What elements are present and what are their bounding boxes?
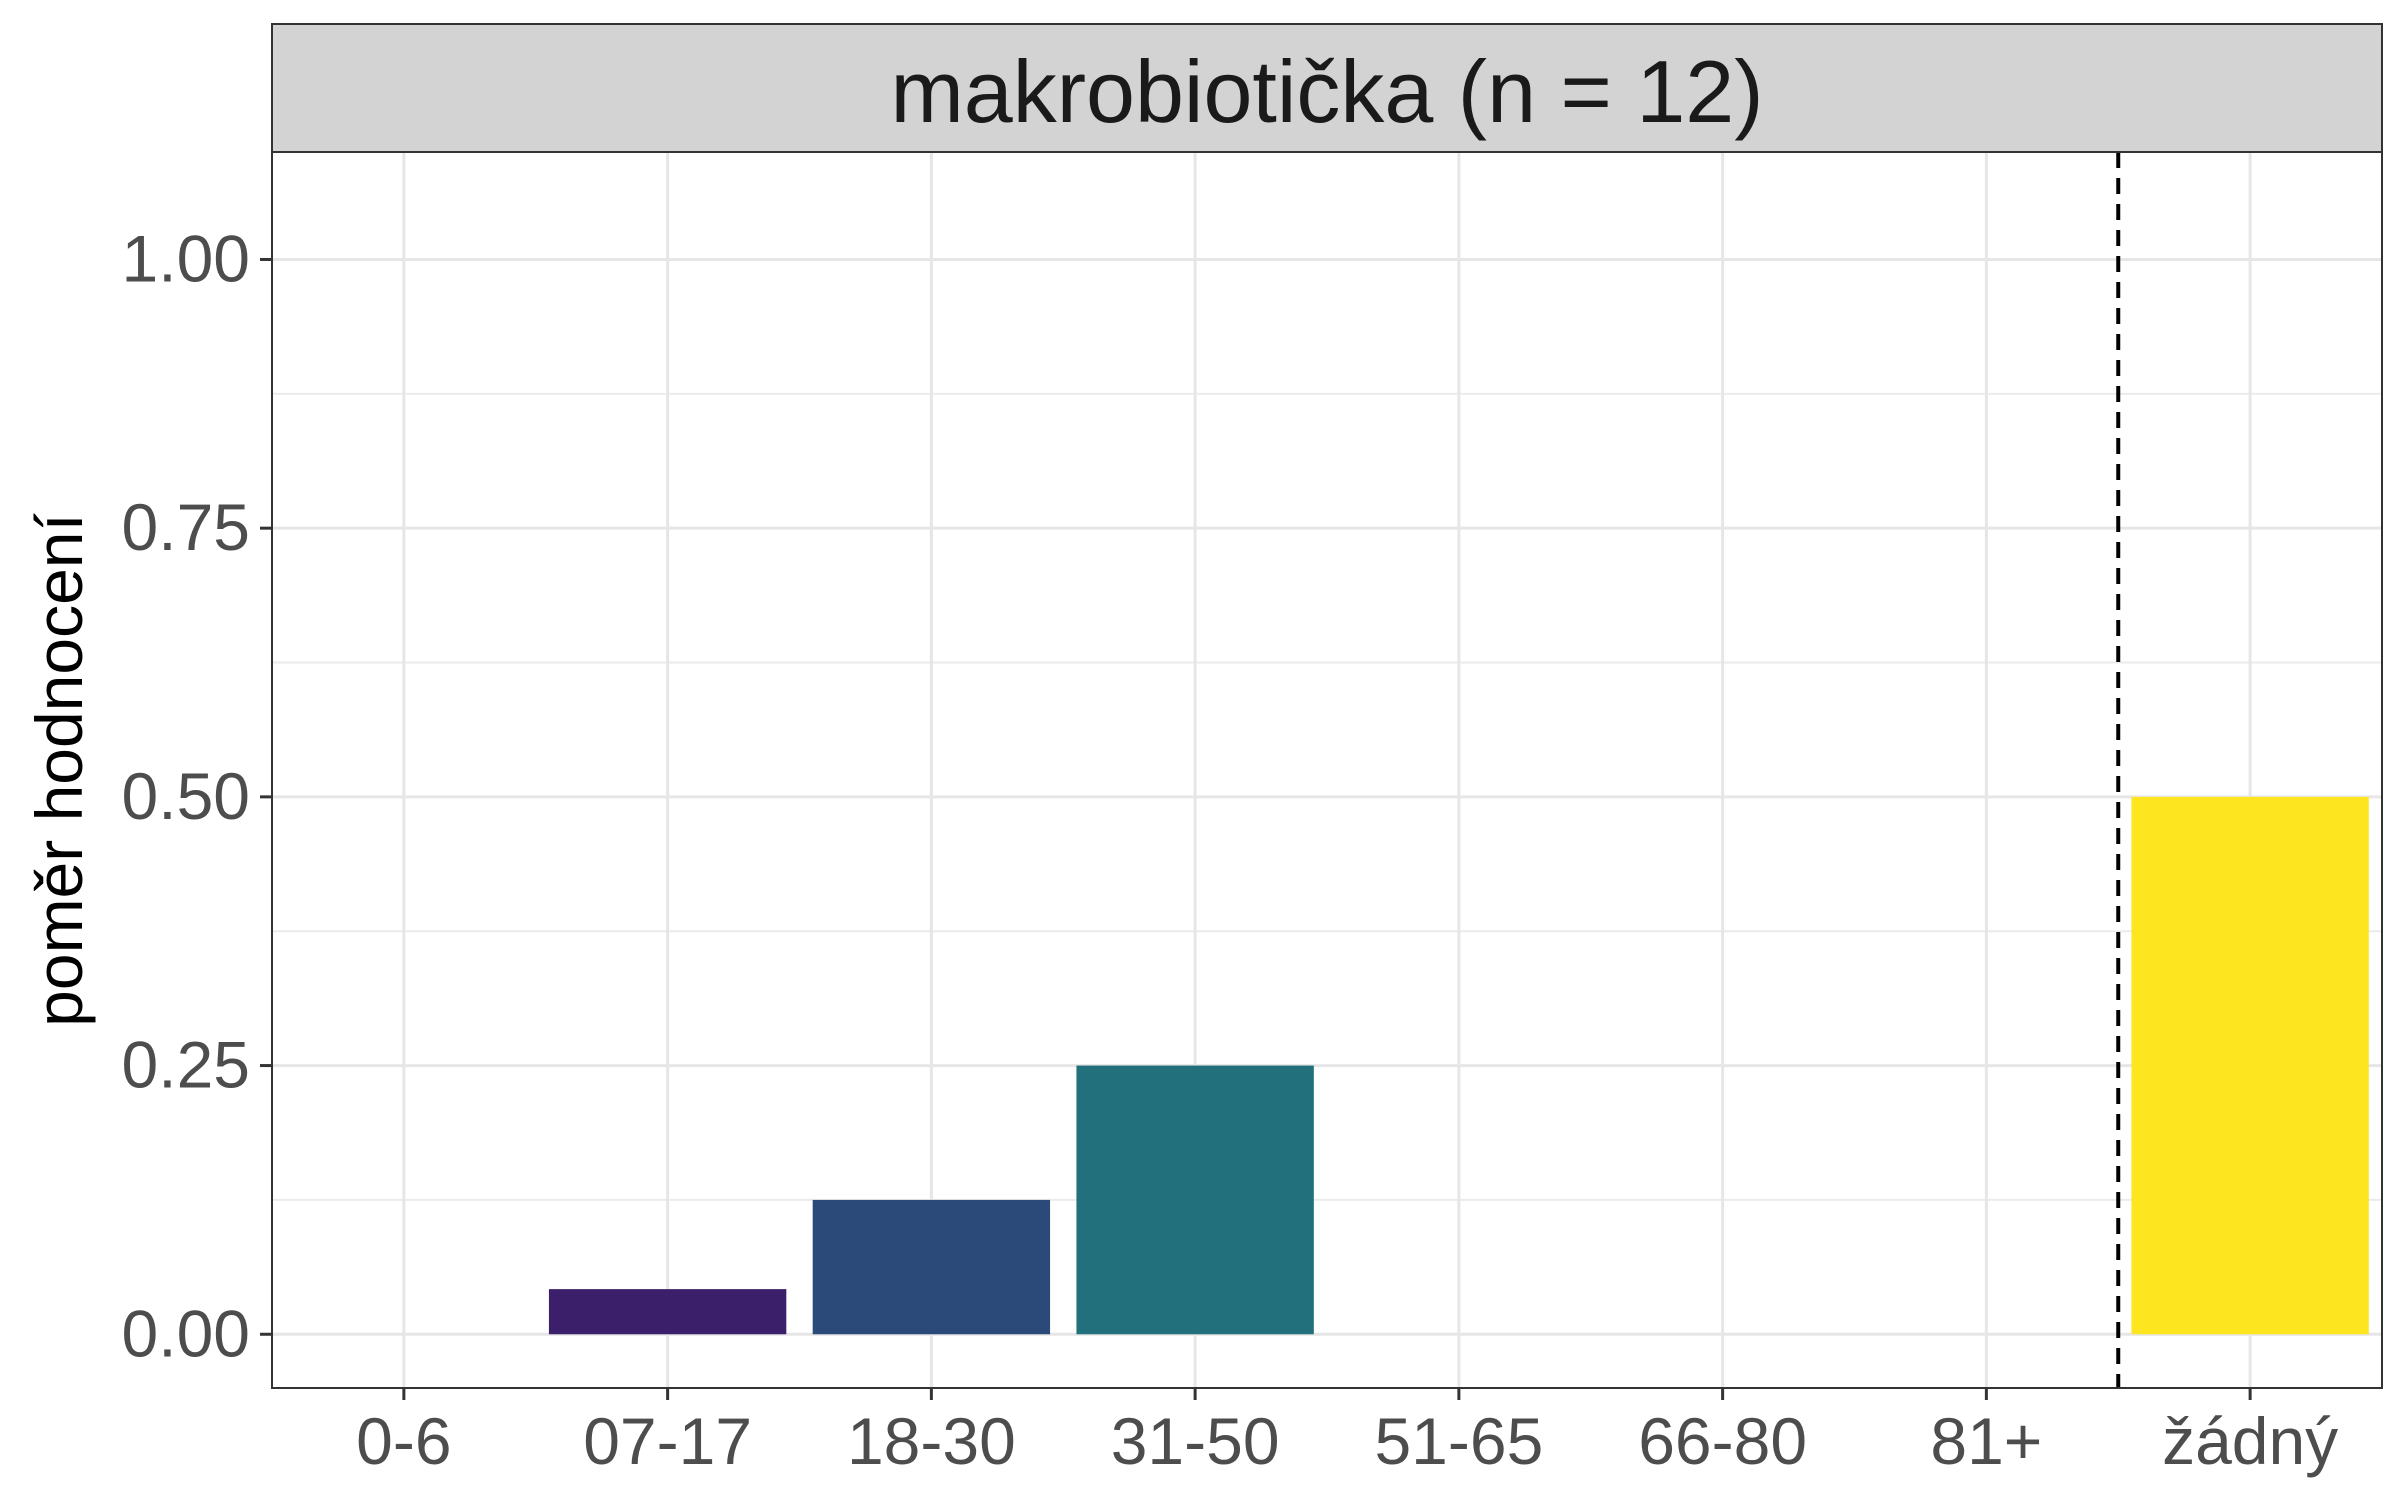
bar-18-30 [812,1199,1051,1335]
plot-panel-border [271,151,2383,1389]
y-tick-label: 0.50 [122,759,250,833]
x-axis-ticks: 0-6 07-17 18-30 31-50 51-65 66-80 81+ žádný [356,1388,2338,1478]
bars [548,796,2369,1335]
x-tick-label: 81+ [1930,1404,2042,1478]
bar-žádný [2131,796,2369,1335]
bar-31-50 [1076,1065,1314,1335]
x-tick-label: 51-65 [1374,1404,1543,1478]
x-tick-label: žádný [2162,1404,2338,1478]
strip-header-background [271,23,2383,153]
x-tick-label: 31-50 [1111,1404,1280,1478]
x-tick-label: 66-80 [1638,1404,1807,1478]
y-tick-label: 0.75 [122,490,250,564]
y-tick-label: 0.00 [122,1296,250,1370]
bar-07-17 [548,1289,787,1335]
y-tick-label: 0.25 [122,1028,250,1102]
x-tick-label: 0-6 [356,1404,451,1478]
plot-panel [272,152,2382,1388]
y-axis-ticks: 0.00 0.25 0.50 0.75 1.00 [122,221,272,1370]
gridlines [272,152,2382,1388]
y-tick-label: 1.00 [122,221,250,295]
x-tick-label: 18-30 [847,1404,1016,1478]
x-tick-label: 07-17 [583,1404,752,1478]
chart-title: makrobiotička (n = 12) [890,42,1763,141]
y-axis-title: poměr hodnocení [22,512,96,1026]
